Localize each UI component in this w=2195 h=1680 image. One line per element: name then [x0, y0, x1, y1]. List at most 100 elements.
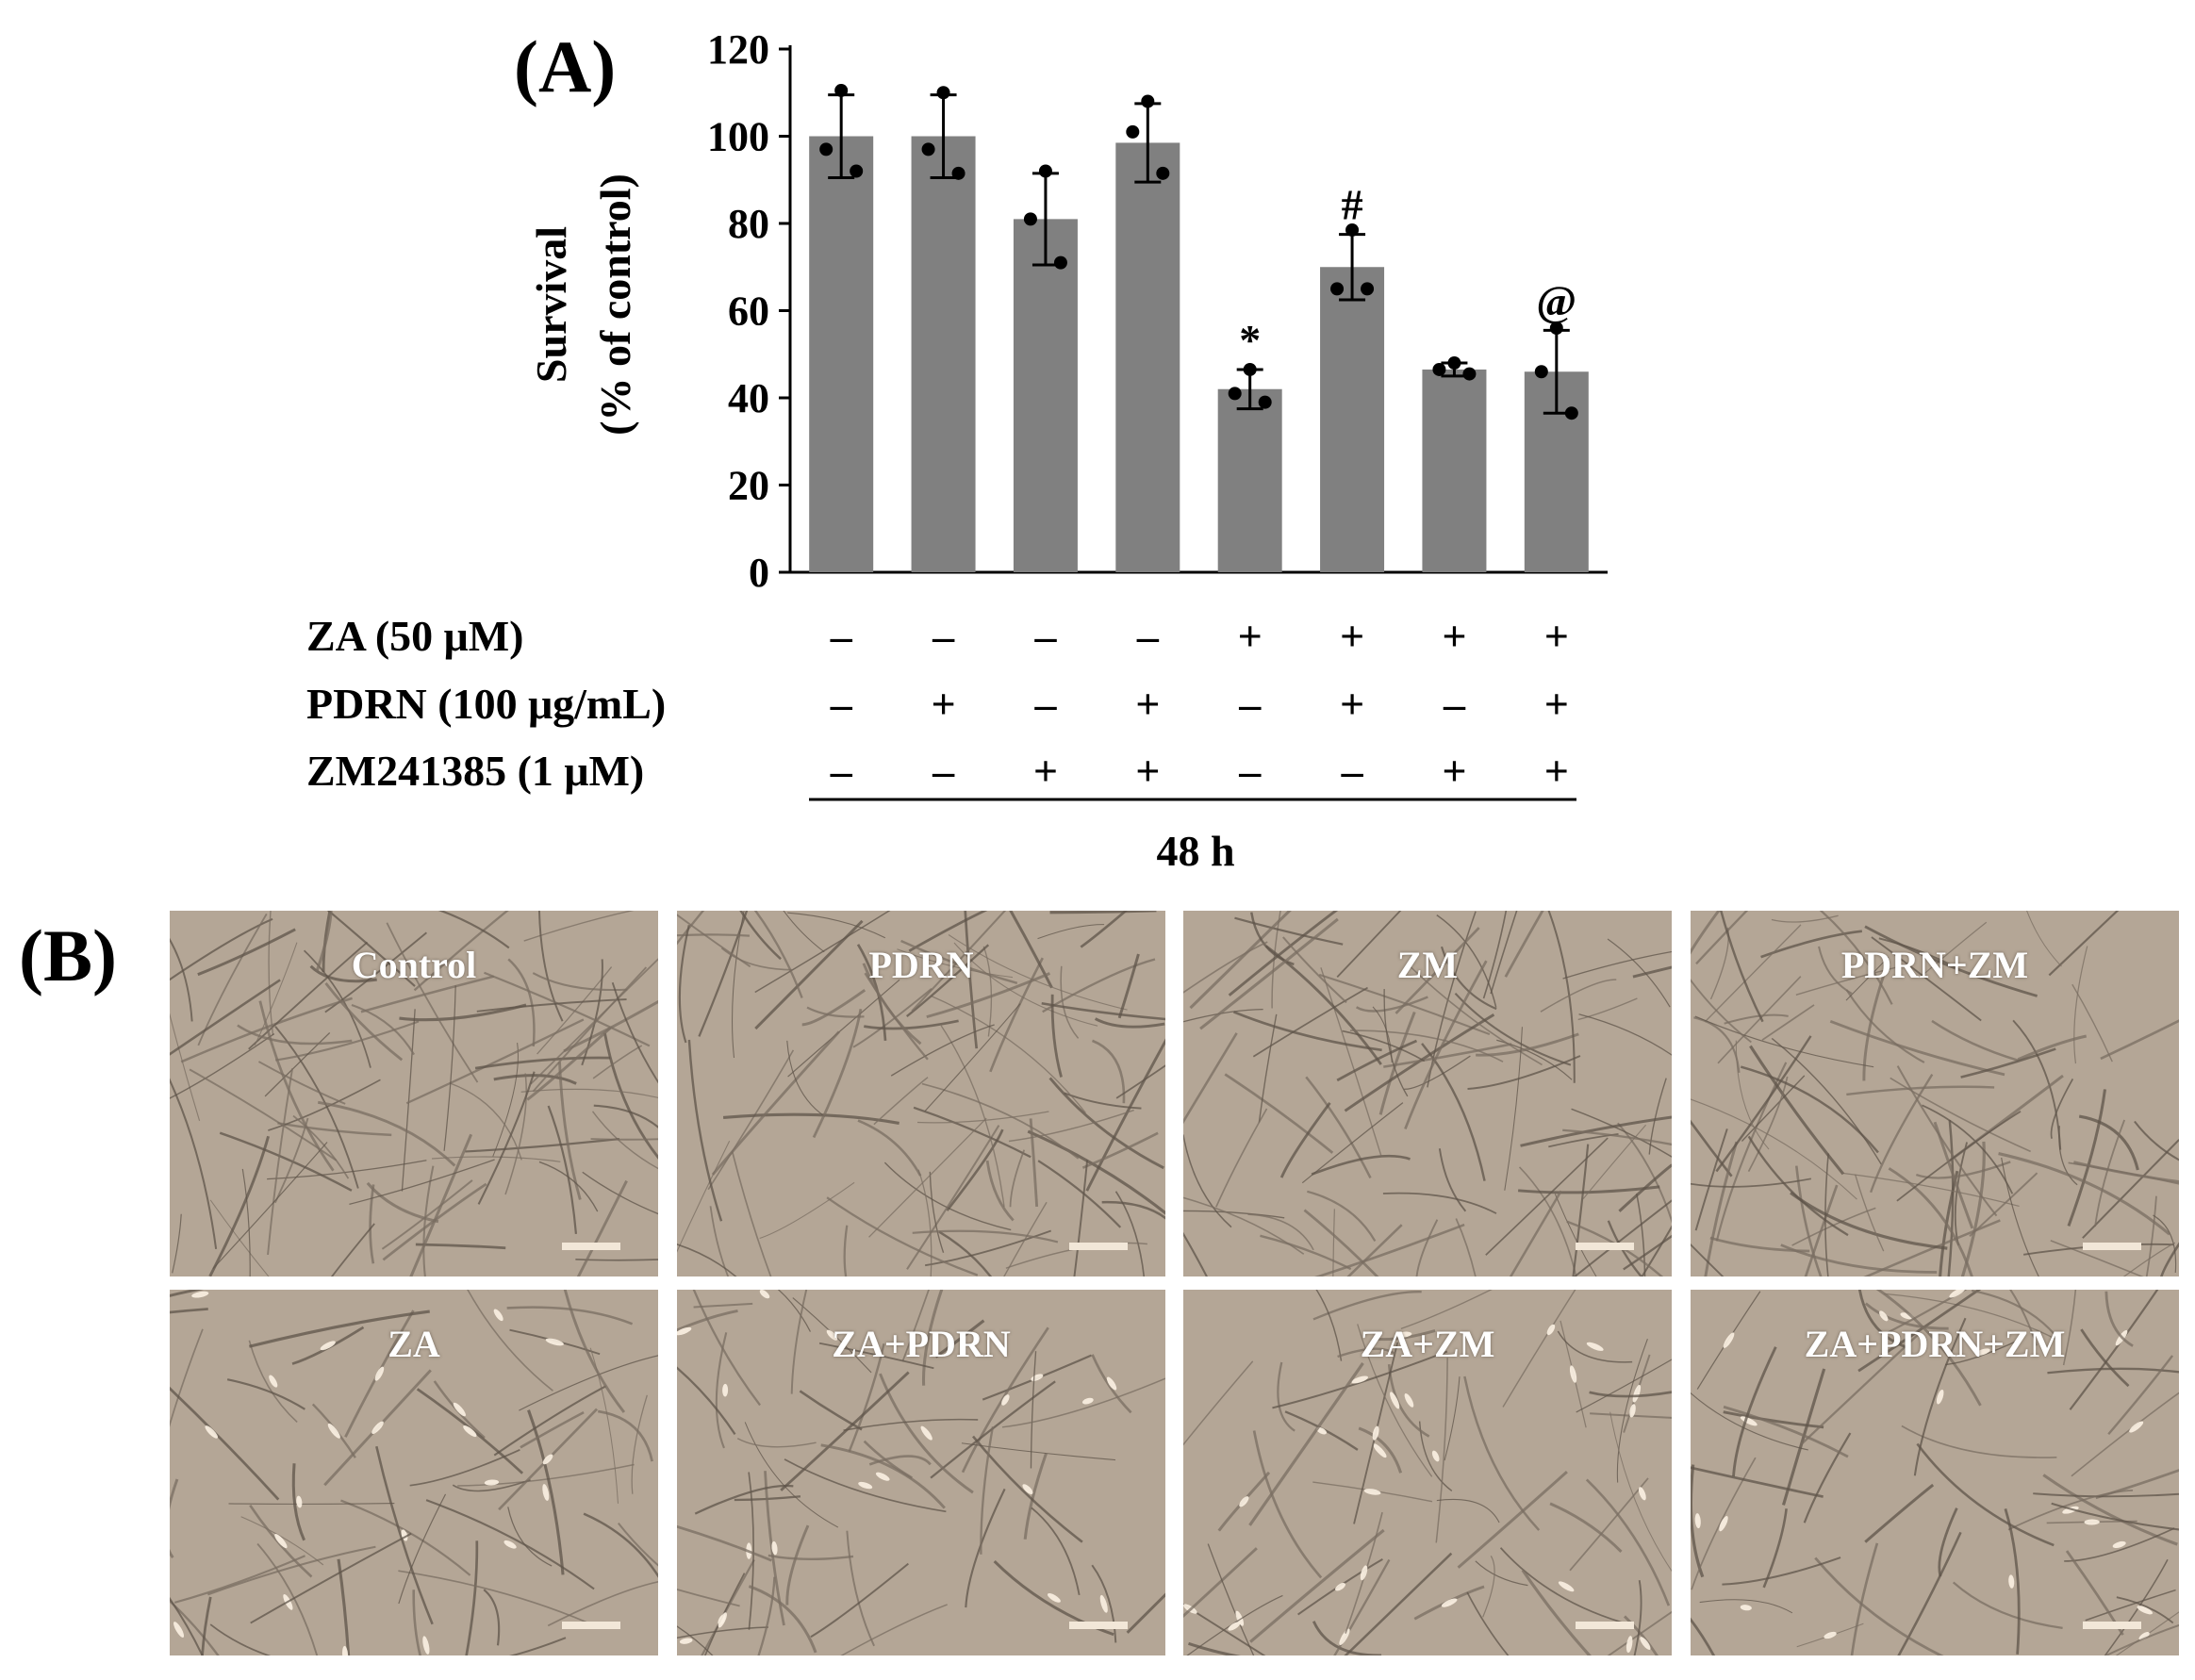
data-point: [1549, 321, 1563, 335]
scale-bar: [1576, 1622, 1634, 1629]
panel-a-label: (A): [514, 25, 617, 107]
treatment-sign: –: [932, 612, 955, 660]
micrograph-label: PDRN: [868, 944, 974, 986]
cell-image: [677, 1290, 1165, 1655]
treatment-sign: +: [1135, 680, 1160, 728]
micrograph-label: ZA: [388, 1323, 440, 1365]
treatment-sign: –: [830, 612, 853, 660]
cell-image: [170, 1290, 658, 1655]
treatment-sign: +: [931, 680, 955, 728]
treatment-sign: +: [1442, 747, 1466, 795]
data-point: [1345, 222, 1360, 237]
data-point: [1447, 356, 1461, 370]
data-point: [1432, 362, 1446, 376]
data-point: [1462, 367, 1477, 381]
micrograph-label: ZA+ZM: [1360, 1323, 1495, 1365]
treatment-sign: +: [1033, 747, 1058, 795]
cell-image: [170, 911, 658, 1276]
data-point: [1534, 365, 1548, 379]
data-point: [1023, 212, 1037, 226]
data-point: [1564, 406, 1578, 420]
data-point: [850, 164, 864, 178]
treatment-sign: +: [1442, 612, 1466, 660]
cell-image: [677, 911, 1165, 1276]
treatment-label: ZA (50 μM): [306, 612, 524, 660]
treatment-sign: +: [1340, 680, 1364, 728]
data-point: [1361, 282, 1375, 296]
scale-bar: [2083, 1622, 2141, 1629]
scale-bar: [1069, 1243, 1128, 1250]
y-tick-label: 20: [728, 463, 769, 509]
micrograph-label: ZA+PDRN: [832, 1323, 1011, 1365]
treatment-label: ZM241385 (1 μM): [306, 747, 644, 795]
cell-image: [1183, 1290, 1672, 1655]
data-point: [834, 83, 849, 97]
bars: * # @: [809, 83, 1589, 572]
scale-bar: [562, 1622, 620, 1629]
scale-bar: [2083, 1243, 2141, 1250]
y-tick-label: 120: [707, 26, 769, 73]
scale-bar: [562, 1243, 620, 1250]
data-point: [951, 166, 965, 180]
y-tick-label: 100: [707, 114, 769, 160]
treatment-sign: –: [1238, 747, 1262, 795]
treatment-sign: +: [1340, 612, 1364, 660]
treatment-sign: –: [1033, 612, 1057, 660]
data-point: [1126, 124, 1140, 139]
cell-image: [1691, 1290, 2179, 1655]
micrograph-panel: ZM: [1183, 911, 1672, 1276]
bar: [1013, 219, 1078, 572]
treatment-sign: –: [1136, 612, 1160, 660]
treatment-sign: –: [932, 747, 955, 795]
micrograph-panel: ZA+ZM: [1183, 1290, 1672, 1655]
micrograph-panel: ZA+PDRN+ZM: [1691, 1290, 2179, 1655]
treatment-sign: +: [1544, 747, 1569, 795]
y-tick-label: 60: [728, 288, 769, 335]
significance-marker: *: [1239, 316, 1261, 364]
data-point: [819, 142, 833, 156]
cell-image: [1691, 911, 2179, 1276]
bar: [1422, 369, 1487, 572]
y-tick-label: 80: [728, 201, 769, 247]
treatment-sign: –: [1443, 680, 1466, 728]
survival-bar-chart: 0 20 40 60 80 100 120 * # @ ZA (50 μM) – – – – + + + + PD…: [306, 26, 1608, 875]
scale-bar: [1069, 1622, 1128, 1629]
treatment-sign: –: [830, 747, 853, 795]
data-point: [921, 142, 935, 156]
data-point: [1330, 282, 1345, 296]
bar: [911, 136, 976, 572]
y-axis-label-line1: Survival: [527, 226, 575, 383]
data-point: [1156, 166, 1170, 180]
significance-marker: #: [1342, 181, 1363, 229]
treatment-sign: –: [1238, 680, 1262, 728]
micrograph-label: ZA+PDRN+ZM: [1804, 1323, 2066, 1365]
data-point: [1038, 164, 1052, 178]
y-tick-label: 40: [728, 375, 769, 421]
micrograph-panel: ZA: [170, 1290, 658, 1655]
treatment-sign: –: [1341, 747, 1364, 795]
micrograph-label: Control: [351, 944, 477, 986]
data-point: [936, 86, 950, 100]
bar: [1320, 267, 1385, 572]
treatment-label: PDRN (100 μg/mL): [306, 680, 666, 728]
micrograph-panel: Control: [170, 911, 658, 1276]
bar: [1217, 388, 1282, 572]
treatment-sign: –: [830, 680, 853, 728]
micrograph-panel: PDRN: [677, 911, 1165, 1276]
treatment-sign: +: [1135, 747, 1160, 795]
treatment-sign: –: [1033, 680, 1057, 728]
treatment-sign: +: [1544, 612, 1569, 660]
data-point: [1258, 395, 1272, 409]
time-label: 48 h: [1156, 827, 1234, 875]
micrograph-label: ZM: [1396, 944, 1459, 986]
treatment-sign: +: [1238, 612, 1263, 660]
bar: [1115, 142, 1180, 572]
data-point: [1053, 255, 1067, 270]
bar: [809, 136, 874, 572]
data-point: [1141, 94, 1155, 108]
data-point: [1228, 387, 1242, 401]
treatment-table: ZA (50 μM) – – – – + + + + PDRN (100 μg/mL) – + – + – +…: [306, 612, 1569, 795]
micrograph-panel: ZA+PDRN: [677, 1290, 1165, 1655]
micrograph-panel: PDRN+ZM: [1691, 911, 2179, 1276]
scale-bar: [1576, 1243, 1634, 1250]
